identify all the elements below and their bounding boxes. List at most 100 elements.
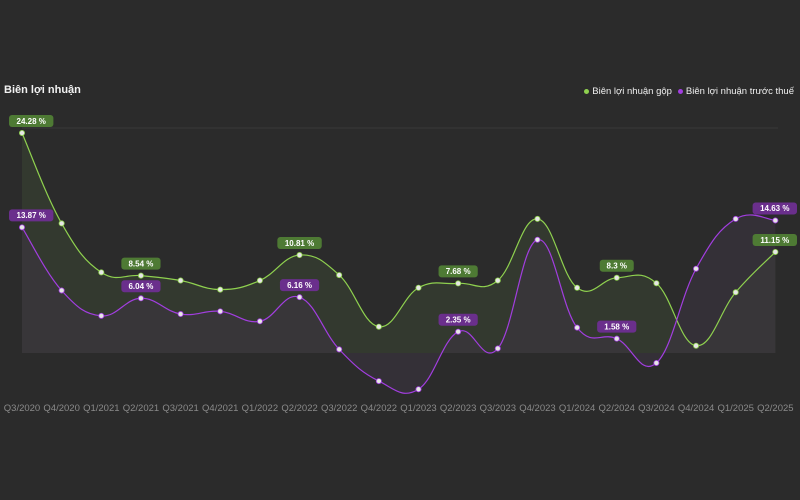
- chart-title: Biên lợi nhuận: [4, 84, 81, 96]
- x-tick-13: Q4/2023: [519, 403, 555, 414]
- x-tick-18: Q1/2025: [717, 403, 753, 414]
- x-tick-11: Q2/2023: [440, 403, 476, 414]
- point-gross-margin-14: [574, 284, 581, 291]
- x-tick-10: Q1/2023: [400, 403, 436, 414]
- point-gross-margin-3: [137, 272, 144, 279]
- x-tick-15: Q2/2024: [599, 403, 635, 414]
- point-pretax-margin-2: [98, 312, 105, 319]
- x-tick-9: Q4/2022: [361, 403, 397, 414]
- data-label-text-pretax-margin-7: 6.16 %: [287, 281, 312, 290]
- data-label-text-gross-margin-11: 7.68 %: [446, 267, 471, 276]
- point-gross-margin-13: [534, 215, 541, 222]
- data-label-gross-margin-7: 10.81 %: [277, 237, 322, 250]
- data-label-text-pretax-margin-3: 6.04 %: [128, 282, 153, 291]
- x-tick-19: Q2/2025: [757, 403, 793, 414]
- data-label-pretax-margin-7: 6.16 %: [279, 279, 320, 292]
- data-label-gross-margin-19: 11.15 %: [752, 233, 797, 246]
- data-label-gross-margin-0: 24.28 %: [9, 115, 54, 127]
- legend-dot-gross-margin: [584, 89, 590, 94]
- point-pretax-margin-8: [336, 346, 343, 353]
- point-pretax-margin-6: [256, 318, 263, 325]
- point-gross-margin-7: [296, 252, 303, 259]
- data-label-bg-gross-margin-0: [9, 115, 54, 127]
- data-label-bg-gross-margin-3: [121, 257, 161, 270]
- x-tick-1: Q4/2020: [43, 403, 79, 414]
- x-tick-0: Q3/2020: [4, 403, 40, 414]
- data-label-bg-pretax-margin-7: [279, 279, 320, 292]
- data-label-pretax-margin-11: 2.35 %: [438, 313, 478, 326]
- data-label-text-pretax-margin-15: 1.58 %: [604, 322, 629, 331]
- data-label-gross-margin-3: 8.54 %: [121, 257, 161, 270]
- data-label-text-pretax-margin-11: 2.35 %: [446, 316, 471, 325]
- chart-legend: Biên lợi nhuận gộp Biên lợi nhuận trước …: [584, 86, 794, 97]
- data-label-text-pretax-margin-0: 13.87 %: [17, 211, 46, 220]
- data-label-pretax-margin-3: 6.04 %: [121, 280, 161, 293]
- point-gross-margin-18: [732, 289, 739, 296]
- x-tick-7: Q2/2022: [281, 403, 317, 414]
- point-pretax-margin-17: [693, 265, 700, 272]
- x-tick-14: Q1/2024: [559, 403, 595, 414]
- point-pretax-margin-16: [653, 359, 660, 366]
- data-label-text-gross-margin-7: 10.81 %: [285, 239, 314, 248]
- point-gross-margin-6: [256, 277, 263, 284]
- point-pretax-margin-12: [494, 345, 501, 352]
- point-gross-margin-16: [653, 280, 660, 287]
- point-gross-margin-19: [772, 248, 779, 255]
- point-gross-margin-15: [613, 274, 620, 281]
- data-label-bg-gross-margin-15: [599, 259, 634, 272]
- x-tick-2: Q1/2021: [83, 403, 119, 414]
- data-label-text-gross-margin-19: 11.15 %: [760, 236, 789, 245]
- data-label-bg-pretax-margin-3: [121, 280, 161, 293]
- point-gross-margin-10: [415, 284, 422, 291]
- point-pretax-margin-9: [375, 378, 382, 385]
- x-tick-4: Q3/2021: [162, 403, 198, 414]
- data-label-bg-pretax-margin-19: [752, 202, 797, 215]
- point-pretax-margin-14: [574, 324, 581, 331]
- data-label-text-pretax-margin-19: 14.63 %: [760, 204, 789, 213]
- point-pretax-margin-13: [534, 236, 541, 243]
- point-pretax-margin-10: [415, 386, 422, 393]
- point-gross-margin-1: [58, 220, 65, 227]
- x-tick-16: Q3/2024: [638, 403, 674, 414]
- area-gross-margin: [22, 133, 776, 353]
- point-pretax-margin-7: [296, 294, 303, 301]
- legend-item-gross-margin[interactable]: Biên lợi nhuận gộp: [584, 86, 672, 97]
- data-label-bg-pretax-margin-0: [9, 209, 54, 222]
- point-pretax-margin-11: [455, 328, 462, 335]
- point-gross-margin-11: [455, 280, 462, 287]
- legend-label-gross-margin: Biên lợi nhuận gộp: [592, 86, 672, 97]
- point-gross-margin-5: [217, 286, 224, 293]
- point-pretax-margin-18: [732, 215, 739, 222]
- point-gross-margin-8: [336, 272, 343, 279]
- data-label-gross-margin-15: 8.3 %: [599, 259, 634, 272]
- legend-dot-pretax-margin: [677, 89, 683, 94]
- legend-label-pretax-margin: Biên lợi nhuận trước thuế: [685, 86, 794, 97]
- x-tick-17: Q4/2024: [678, 403, 714, 414]
- point-pretax-margin-0: [18, 224, 25, 231]
- data-label-bg-gross-margin-19: [752, 233, 797, 246]
- x-tick-8: Q3/2022: [321, 403, 357, 414]
- x-tick-12: Q3/2023: [480, 403, 516, 414]
- data-label-gross-margin-11: 7.68 %: [438, 265, 478, 278]
- point-pretax-margin-3: [137, 295, 144, 302]
- point-gross-margin-17: [693, 342, 700, 349]
- x-tick-3: Q2/2021: [123, 403, 159, 414]
- point-gross-margin-4: [177, 277, 184, 284]
- data-label-bg-pretax-margin-15: [597, 320, 637, 333]
- data-label-text-gross-margin-0: 24.28 %: [17, 117, 46, 126]
- data-label-bg-pretax-margin-11: [438, 313, 478, 326]
- data-label-text-gross-margin-15: 8.3 %: [607, 262, 627, 271]
- point-gross-margin-2: [98, 269, 105, 276]
- legend-item-pretax-margin[interactable]: Biên lợi nhuận trước thuế: [677, 86, 794, 97]
- point-pretax-margin-15: [613, 335, 620, 342]
- data-label-pretax-margin-19: 14.63 %: [752, 202, 797, 215]
- point-gross-margin-12: [494, 277, 501, 284]
- data-label-text-gross-margin-3: 8.54 %: [128, 259, 153, 268]
- point-pretax-margin-19: [772, 217, 779, 224]
- point-gross-margin-0: [18, 129, 25, 136]
- x-tick-5: Q4/2021: [202, 403, 238, 414]
- point-pretax-margin-4: [177, 311, 184, 318]
- x-tick-6: Q1/2022: [242, 403, 278, 414]
- point-pretax-margin-5: [217, 308, 224, 315]
